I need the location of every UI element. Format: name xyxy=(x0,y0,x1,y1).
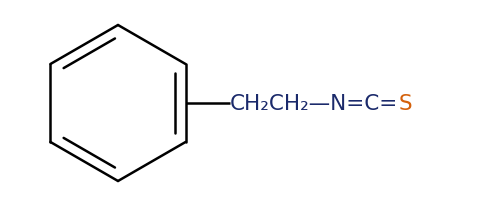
Text: S: S xyxy=(398,94,412,114)
Text: CH₂CH₂—N=C=: CH₂CH₂—N=C= xyxy=(230,94,398,114)
